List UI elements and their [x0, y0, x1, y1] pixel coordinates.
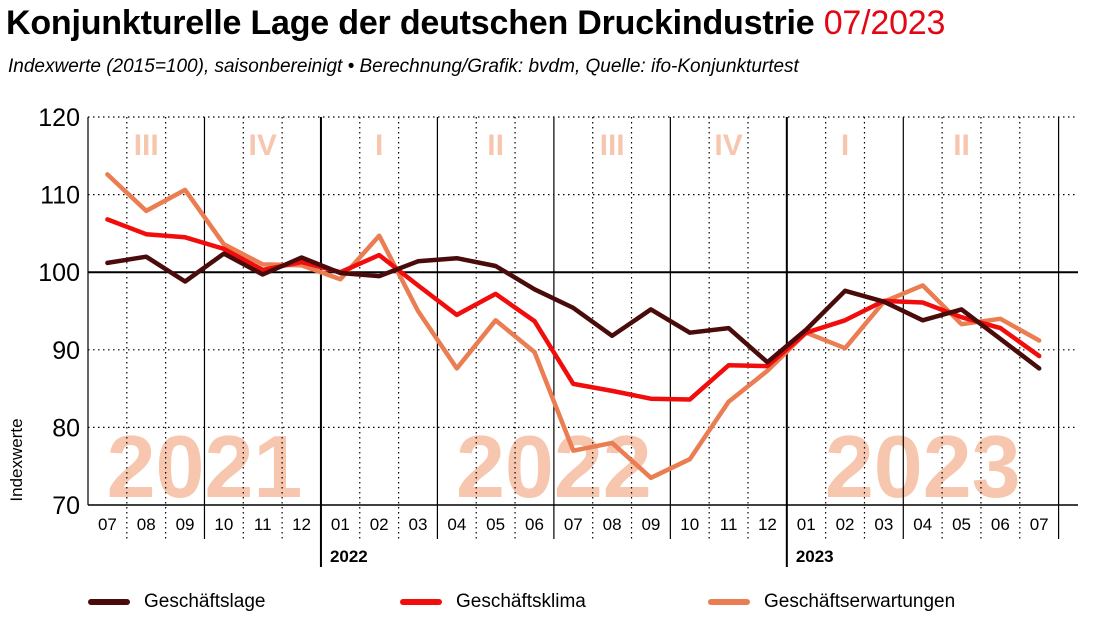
- legend-label: Geschäftslage: [144, 591, 266, 612]
- x-tick-label: 04: [447, 515, 466, 534]
- legend-swatch: [400, 599, 442, 605]
- x-tick-label: 04: [913, 515, 932, 534]
- year-label: 2022: [330, 547, 368, 566]
- chart-legend: Geschäftslage Geschäftsklima Geschäftserwa…: [0, 588, 1100, 616]
- x-tick-label: 08: [137, 515, 156, 534]
- quarter-label: III: [134, 129, 159, 162]
- x-tick-label: 08: [603, 515, 622, 534]
- x-tick-label: 10: [214, 515, 233, 534]
- legend-item: Geschäftserwartungen: [708, 588, 955, 616]
- x-tick-label: 11: [254, 515, 272, 534]
- quarter-label: IV: [249, 129, 277, 162]
- title-text: Konjunkturelle Lage der deutschen Drucki…: [6, 4, 815, 42]
- y-tick-label: 70: [52, 492, 80, 520]
- y-tick-label: 100: [38, 259, 80, 287]
- quarter-label: IV: [714, 129, 742, 162]
- quarter-label: II: [487, 129, 504, 162]
- x-tick-label: 05: [486, 515, 505, 534]
- year-label: 2023: [796, 547, 834, 566]
- x-tick-label: 05: [952, 515, 971, 534]
- x-tick-label: 03: [874, 515, 893, 534]
- x-tick-label: 10: [680, 515, 699, 534]
- legend-swatch: [708, 599, 750, 605]
- y-tick-label: 110: [40, 182, 80, 210]
- chart-subtitle: Indexwerte (2015=100), saisonbereinigt •…: [8, 56, 799, 77]
- y-tick-label: 120: [38, 104, 80, 132]
- legend-item: Geschäftslage: [88, 588, 265, 616]
- x-tick-label: 03: [409, 515, 428, 534]
- x-tick-label: 07: [98, 515, 117, 534]
- quarter-label: I: [841, 129, 849, 162]
- legend-item: Geschäftsklima: [400, 588, 586, 616]
- x-tick-label: 12: [292, 515, 311, 534]
- x-tick-label: 07: [1030, 515, 1049, 534]
- x-tick-label: 01: [331, 515, 350, 534]
- quarter-label: I: [375, 129, 383, 162]
- x-tick-label: 12: [758, 515, 777, 534]
- x-tick-label: 09: [176, 515, 195, 534]
- y-tick-label: 90: [52, 337, 80, 365]
- x-tick-label: 02: [836, 515, 855, 534]
- quarter-label: III: [600, 129, 625, 162]
- x-tick-label: 11: [720, 515, 738, 534]
- x-tick-label: 01: [797, 515, 816, 534]
- legend-label: Geschäftsklima: [456, 591, 586, 612]
- series-line-geschäftslage: [105, 251, 1042, 371]
- y-tick-label: 80: [52, 414, 80, 442]
- chart-title: Konjunkturelle Lage der deutschen Drucki…: [6, 4, 945, 43]
- x-tick-label: 07: [564, 515, 583, 534]
- x-tick-label: 06: [991, 515, 1010, 534]
- x-tick-label: 09: [641, 515, 660, 534]
- x-tick-label: 06: [525, 515, 544, 534]
- y-axis-label: Indexwerte: [7, 418, 26, 501]
- title-date: 07/2023: [823, 4, 946, 42]
- quarter-label: II: [953, 129, 970, 162]
- x-tick-label: 02: [370, 515, 389, 534]
- legend-swatch: [88, 599, 130, 605]
- watermark-year: 2023: [825, 417, 1021, 516]
- legend-label: Geschäftserwartungen: [764, 591, 956, 612]
